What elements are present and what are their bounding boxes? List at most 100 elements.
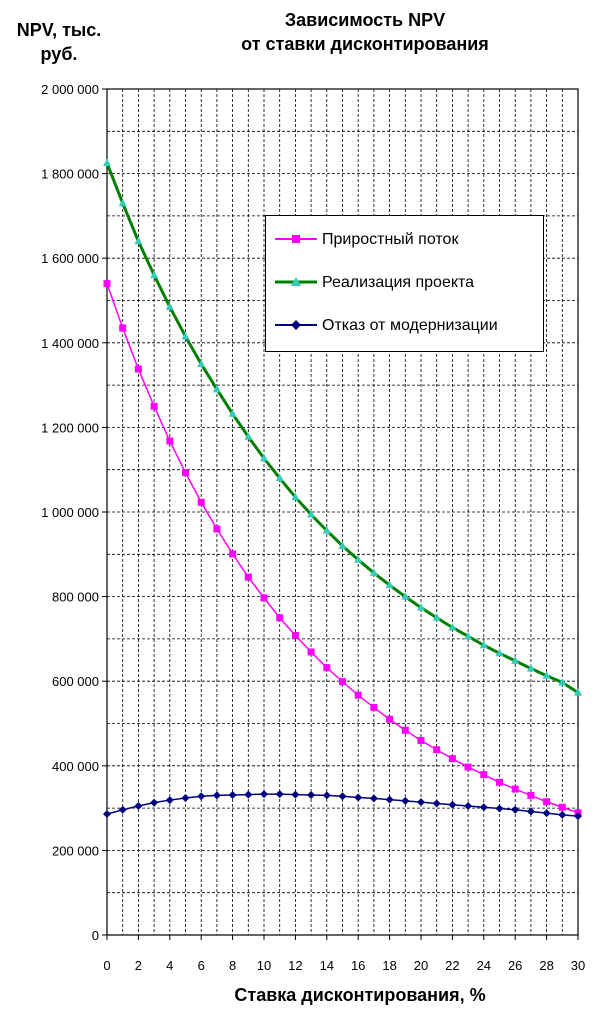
data-point-triangle [448,622,457,631]
data-point-triangle [464,631,473,640]
data-point-square [260,594,268,602]
data-point-diamond [322,791,331,800]
data-point-square [433,746,441,754]
data-point-diamond [275,790,284,799]
legend-item-project-implementation: Реализация проекта [266,271,543,297]
data-point-square [291,632,299,640]
data-point-diamond [244,790,253,799]
data-point-triangle [322,526,331,534]
legend-swatch-diamond-marker [275,320,317,330]
y-tick-label: 200 000 [52,843,99,858]
data-point-diamond [417,798,425,807]
data-point-square [276,614,284,622]
y-tick-label: 800 000 [52,590,99,605]
legend-label: Реализация проекта [322,274,475,291]
data-point-triangle [134,236,143,245]
chart-title-line-2: от ставки дисконтирования [241,34,489,54]
x-tick-label: 8 [229,958,236,973]
data-point-diamond [307,790,316,799]
data-point-diamond [558,810,567,819]
data-point-triangle [432,613,441,621]
y-axis-label-line-2: руб. [40,44,78,64]
x-axis-label: Ставка дисконтирования, % [234,985,486,1005]
legend-item-modernization-refusal: Отказ от модернизации [266,314,543,340]
data-point-diamond [354,793,363,802]
data-point-triangle [197,359,206,367]
data-point-triangle [307,510,316,518]
x-tick-label: 0 [103,958,110,973]
data-point-diamond [369,794,378,803]
data-point-diamond [197,792,206,801]
x-tick-label: 4 [166,958,173,973]
data-point-square [119,324,127,332]
y-axis-label-line-1: NPV, тыс. [16,20,102,40]
x-tick-label: 26 [508,958,522,973]
data-point-triangle [150,270,159,279]
data-point-diamond [181,793,190,802]
data-point-diamond [291,790,300,799]
data-point-square [166,437,174,445]
y-tick-label: 600 000 [52,674,99,689]
data-point-square [558,803,566,811]
data-point-square [134,365,142,373]
data-point-triangle [401,592,410,600]
data-point-diamond [103,810,111,819]
legend-label: Отказ от модернизации [322,317,498,334]
x-tick-label: 2 [135,958,142,973]
y-tick-label: 1 000 000 [41,505,99,520]
data-point-diamond [542,809,551,818]
data-point-square [323,664,331,672]
y-tick-label: 1 800 000 [41,167,99,182]
x-tick-label: 30 [571,958,585,973]
y-tick-label: 0 [92,928,99,943]
data-point-triangle [495,648,504,657]
data-point-diamond [574,812,582,821]
data-point-square [213,525,221,533]
data-point-triangle [260,453,268,462]
data-point-triangle [291,492,300,501]
data-point-diamond [526,807,535,816]
data-point-triangle [228,409,237,417]
data-point-triangle [165,302,174,310]
x-tick-label: 28 [539,958,553,973]
data-point-diamond [511,805,520,814]
data-point-square [229,550,237,558]
legend-label: Приростный поток [322,231,459,248]
data-point-square [496,778,503,786]
data-point-diamond [134,801,143,810]
data-point-triangle [511,656,520,664]
data-point-diamond [338,792,347,801]
data-point-diamond [260,790,268,799]
data-point-square [543,798,551,806]
data-point-diamond [464,801,473,810]
data-point-square [339,678,346,686]
x-tick-label: 18 [382,958,396,973]
data-point-triangle [354,555,363,563]
data-point-square [244,573,252,581]
legend-item-incremental-flow: Приростный поток [266,228,543,254]
data-point-triangle [526,664,535,672]
data-point-diamond [118,805,127,814]
data-point-triangle [275,473,284,482]
x-tick-label: 22 [445,958,459,973]
x-tick-label: 12 [288,958,302,973]
data-point-triangle [385,580,394,589]
data-point-square [307,648,315,656]
data-point-triangle [479,640,488,649]
data-point-square [150,402,158,410]
data-point-square [511,785,519,793]
data-point-diamond [165,796,174,805]
data-point-diamond [385,795,394,804]
legend-swatch-triangle-marker [275,277,317,286]
data-point-triangle [338,541,347,549]
data-point-diamond [150,798,159,807]
data-point-square [197,498,205,506]
data-point-square [103,280,111,288]
y-tick-label: 1 200 000 [41,420,99,435]
data-point-square [527,791,535,799]
y-tick-label: 1 400 000 [41,336,99,351]
x-tick-label: 24 [477,958,491,973]
data-point-triangle [244,432,253,440]
